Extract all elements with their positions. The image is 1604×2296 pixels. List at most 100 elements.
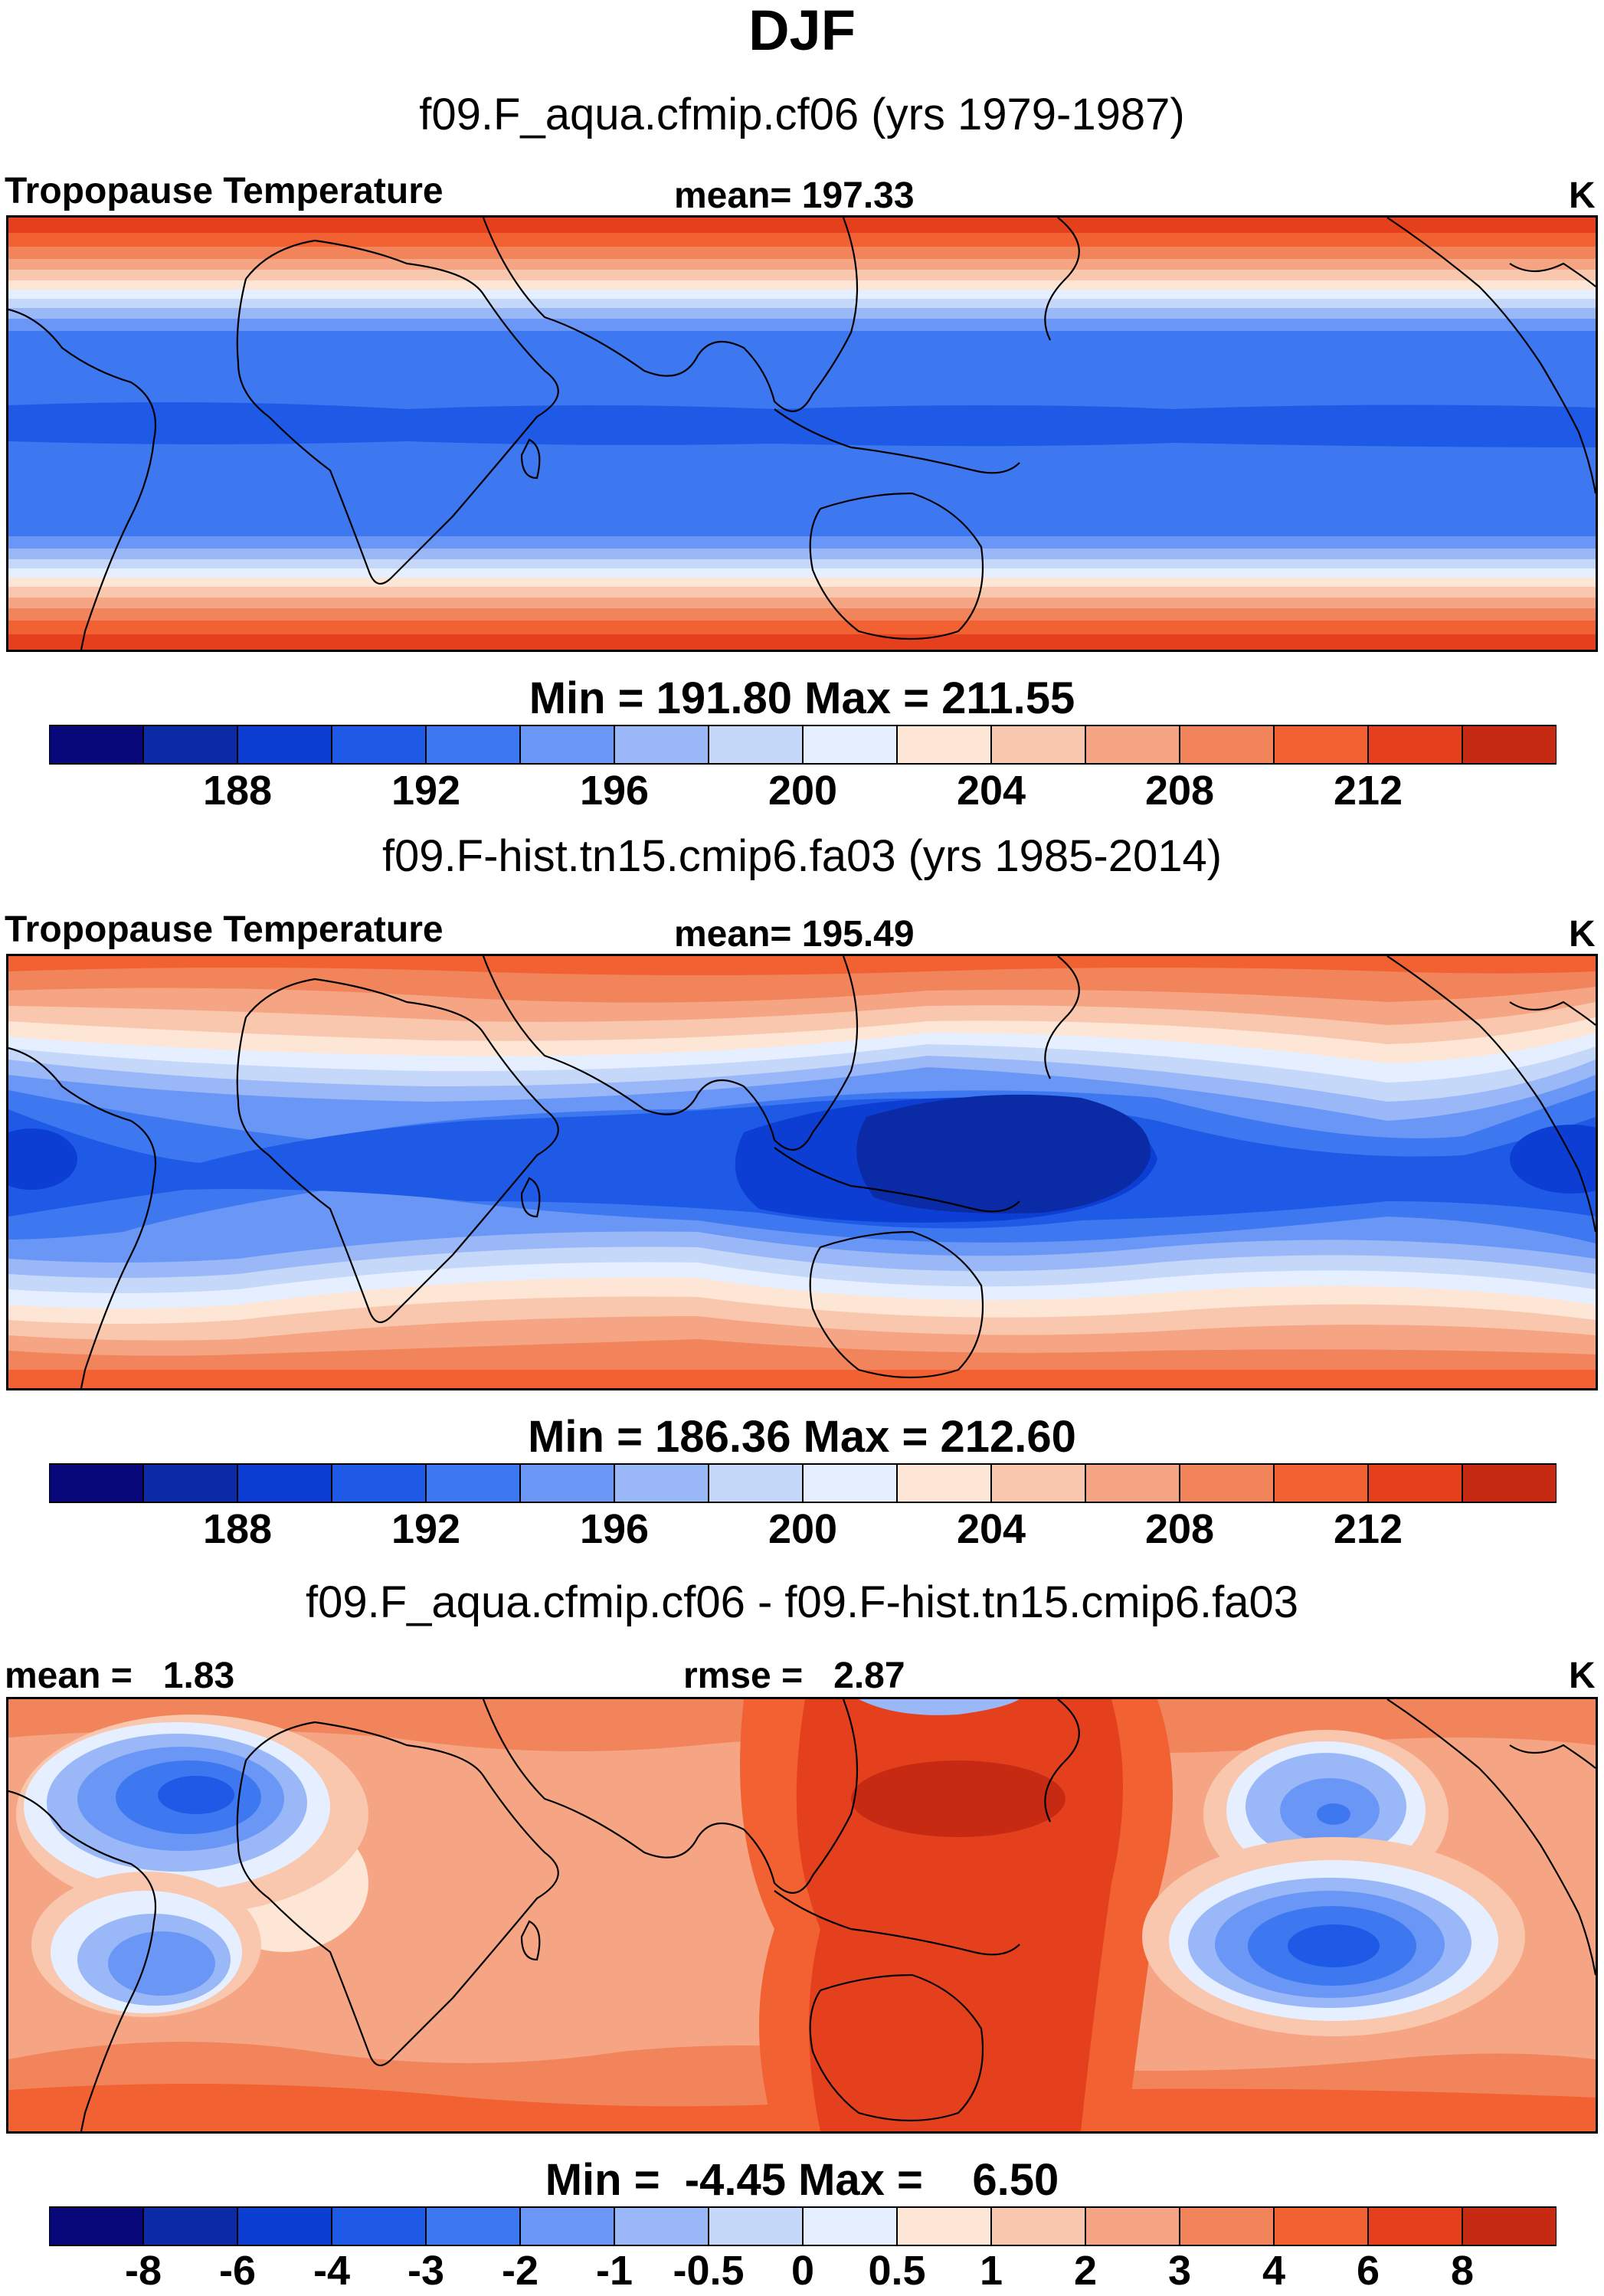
colorbar-tick-label: 192	[391, 768, 461, 814]
colorbar-box	[990, 725, 1086, 765]
figure-title: DJF	[748, 0, 856, 62]
colorbar-box	[1273, 2206, 1369, 2246]
colorbar-box	[49, 2206, 144, 2246]
minmax-label-1: Min = 191.80 Max = 211.55	[529, 673, 1075, 723]
colorbar-box	[1367, 1463, 1463, 1503]
colorbar-box	[519, 725, 615, 765]
colorbar-3	[49, 2206, 1557, 2246]
colorbar-1	[49, 725, 1557, 765]
colorbar-box	[519, 2206, 615, 2246]
map-panel-2	[6, 954, 1598, 1390]
colorbar-box	[1462, 2206, 1557, 2246]
colorbar-box	[331, 1463, 427, 1503]
colorbar-box	[519, 1463, 615, 1503]
colorbar-tick-label: 200	[768, 768, 838, 814]
colorbar-box	[237, 1463, 332, 1503]
minmax-label-3: Min = -4.45 Max = 6.50	[545, 2155, 1059, 2205]
colorbar-box	[1462, 725, 1557, 765]
colorbar-2	[49, 1463, 1557, 1503]
colorbar-tick-label: -2	[501, 2248, 538, 2294]
colorbar-tick-label: 3	[1167, 2248, 1192, 2294]
colorbar-tick-label: 188	[202, 768, 273, 814]
colorbar-box	[614, 2206, 709, 2246]
colorbar-tick-label: 212	[1333, 1506, 1403, 1552]
colorbar-box	[990, 2206, 1086, 2246]
units-label-3: K	[1569, 1656, 1596, 1696]
colorbar-tick-label: 212	[1333, 768, 1403, 814]
colorbar-box	[237, 725, 332, 765]
colorbar-box	[425, 725, 521, 765]
colorbar-box	[1179, 2206, 1275, 2246]
colorbar-tick-label: 188	[202, 1506, 273, 1552]
colorbar-box	[614, 1463, 709, 1503]
colorbar-box	[614, 725, 709, 765]
colorbar-box	[1179, 1463, 1275, 1503]
colorbar-ticks-2: 188 192 196 200 204 208 212	[0, 1506, 1604, 1552]
colorbar-tick-label: 196	[579, 768, 650, 814]
colorbar-box	[802, 2206, 898, 2246]
case-label-3: f09.F_aqua.cfmip.cf06 - f09.F-hist.tn15.…	[306, 1577, 1298, 1627]
colorbar-box	[1367, 2206, 1463, 2246]
colorbar-box	[142, 1463, 238, 1503]
contour-fill-2	[8, 956, 1596, 1388]
map-panel-1	[6, 215, 1598, 652]
colorbar-box	[1085, 725, 1180, 765]
colorbar-box	[896, 1463, 992, 1503]
colorbar-tick-label: 192	[391, 1506, 461, 1552]
colorbar-tick-label: 2	[1073, 2248, 1098, 2294]
coastlines-1	[8, 218, 1596, 650]
units-label-2: K	[1569, 914, 1596, 955]
colorbar-box	[142, 2206, 238, 2246]
colorbar-box	[802, 1463, 898, 1503]
case-label-2: f09.F-hist.tn15.cmip6.fa03 (yrs 1985-201…	[381, 831, 1223, 881]
colorbar-tick-label: 6	[1356, 2248, 1380, 2294]
colorbar-tick-label: -3	[407, 2248, 444, 2294]
colorbar-box	[331, 2206, 427, 2246]
colorbar-ticks-3: -8 -6 -4 -3 -2 -1 -0.5 0 0.5 1 2 3 4 6 8	[0, 2248, 1604, 2294]
variable-label-1: Tropopause Temperature	[5, 171, 444, 211]
colorbar-tick-label: 204	[956, 1506, 1026, 1552]
colorbar-box	[237, 2206, 332, 2246]
colorbar-box	[1273, 1463, 1369, 1503]
colorbar-tick-label: 0.5	[868, 2248, 926, 2294]
colorbar-tick-label: 208	[1144, 1506, 1215, 1552]
colorbar-box	[425, 1463, 521, 1503]
colorbar-box	[1462, 1463, 1557, 1503]
colorbar-tick-label: -4	[313, 2248, 350, 2294]
colorbar-tick-label: 8	[1450, 2248, 1475, 2294]
colorbar-box	[1367, 725, 1463, 765]
colorbar-box	[896, 725, 992, 765]
colorbar-tick-label: -6	[218, 2248, 256, 2294]
colorbar-box	[49, 1463, 144, 1503]
colorbar-box	[331, 725, 427, 765]
colorbar-tick-label: 204	[956, 768, 1026, 814]
colorbar-tick-label: 0	[791, 2248, 815, 2294]
colorbar-box	[708, 1463, 804, 1503]
colorbar-ticks-1: 188 192 196 200 204 208 212	[0, 768, 1604, 814]
colorbar-tick-label: -1	[595, 2248, 633, 2294]
colorbar-box	[802, 725, 898, 765]
mean-label-2: mean= 195.49	[674, 914, 915, 955]
colorbar-tick-label: 4	[1262, 2248, 1286, 2294]
coastlines-3	[8, 1699, 1596, 2131]
colorbar-box	[1273, 725, 1369, 765]
variable-label-2: Tropopause Temperature	[5, 909, 444, 950]
colorbar-box	[1085, 2206, 1180, 2246]
colorbar-tick-label: 196	[579, 1506, 650, 1552]
units-label-1: K	[1569, 175, 1596, 216]
colorbar-tick-label: -0.5	[673, 2248, 745, 2294]
colorbar-tick-label: 1	[979, 2248, 1003, 2294]
rmse-label-3: rmse = 2.87	[683, 1656, 905, 1696]
colorbar-tick-label: 200	[768, 1506, 838, 1552]
contour-fill-1	[8, 218, 1596, 650]
coastlines-2	[8, 956, 1596, 1388]
colorbar-box	[990, 1463, 1086, 1503]
colorbar-tick-label: 208	[1144, 768, 1215, 814]
minmax-label-2: Min = 186.36 Max = 212.60	[528, 1412, 1076, 1462]
colorbar-tick-label: -8	[124, 2248, 162, 2294]
colorbar-box	[708, 725, 804, 765]
mean-label-3: mean = 1.83	[5, 1656, 235, 1696]
colorbar-box	[425, 2206, 521, 2246]
mean-label-1: mean= 197.33	[674, 175, 915, 216]
colorbar-box	[142, 725, 238, 765]
